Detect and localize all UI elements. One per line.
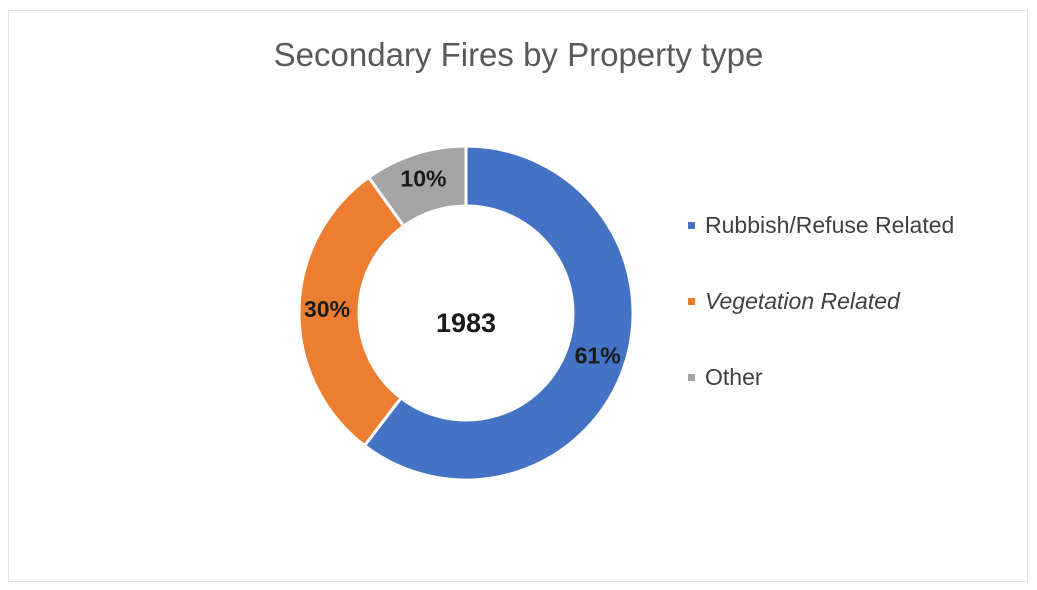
legend-swatch-other (688, 373, 695, 381)
donut-slice-rubbish (362, 144, 635, 482)
chart-frame (8, 10, 1028, 582)
slice-label-rubbish: 61% (575, 343, 621, 369)
legend-label-other: Other (705, 363, 763, 390)
donut-slice-vegetation (297, 175, 406, 448)
chart-legend: Rubbish/Refuse Related Vegetation Relate… (688, 206, 954, 434)
slice-label-vegetation: 30% (304, 296, 350, 322)
chart-title: Secondary Fires by Property type (273, 36, 764, 73)
legend-item-other: Other (688, 358, 954, 396)
legend-swatch-rubbish (688, 221, 695, 229)
slice-label-other: 10% (400, 166, 446, 192)
center-label: 1983 (436, 308, 496, 338)
legend-label-rubbish: Rubbish/Refuse Related (705, 211, 955, 238)
donut-slice-other (366, 144, 468, 229)
legend-swatch-vegetation (688, 297, 695, 305)
legend-label-vegetation: Vegetation Related (705, 287, 900, 314)
legend-item-rubbish: Rubbish/Refuse Related (688, 206, 954, 244)
legend-item-vegetation: Vegetation Related (688, 282, 954, 320)
